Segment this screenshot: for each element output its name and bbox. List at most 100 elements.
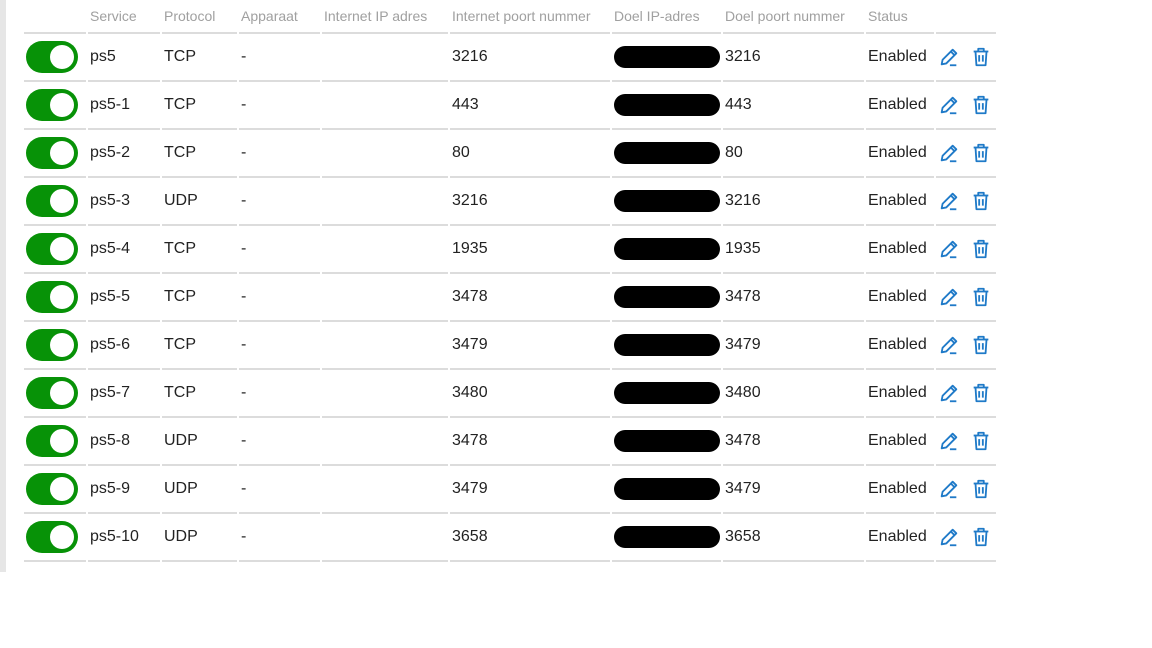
apparaat-cell: - — [239, 418, 320, 466]
toggle-knob — [50, 45, 74, 69]
edit-pencil-icon[interactable] — [938, 334, 960, 356]
table-row: ps5-5 TCP - 3478 3478 Enabled — [24, 274, 996, 322]
internet-port-cell: 3658 — [450, 514, 610, 562]
enable-toggle[interactable] — [26, 473, 78, 505]
delete-trash-icon[interactable] — [970, 430, 992, 452]
target-port-cell: 3658 — [723, 514, 864, 562]
protocol-cell: UDP — [162, 514, 237, 562]
redacted-target-ip — [614, 382, 720, 404]
internet-ip-cell — [322, 130, 448, 178]
target-port-cell: 3480 — [723, 370, 864, 418]
target-port-cell: 1935 — [723, 226, 864, 274]
target-port-cell: 3479 — [723, 466, 864, 514]
table-row: ps5-2 TCP - 80 80 Enabled — [24, 130, 996, 178]
target-port-cell: 3216 — [723, 178, 864, 226]
enable-toggle[interactable] — [26, 233, 78, 265]
delete-trash-icon[interactable] — [970, 190, 992, 212]
toggle-knob — [50, 333, 74, 357]
protocol-cell: TCP — [162, 82, 237, 130]
apparaat-cell: - — [239, 130, 320, 178]
header-toggle — [24, 0, 86, 34]
status-cell: Enabled — [866, 226, 934, 274]
apparaat-cell: - — [239, 274, 320, 322]
protocol-cell: TCP — [162, 34, 237, 82]
delete-trash-icon[interactable] — [970, 334, 992, 356]
internet-port-cell: 80 — [450, 130, 610, 178]
service-cell: ps5-8 — [88, 418, 160, 466]
delete-trash-icon[interactable] — [970, 526, 992, 548]
internet-ip-cell — [322, 418, 448, 466]
enable-toggle[interactable] — [26, 41, 78, 73]
delete-trash-icon[interactable] — [970, 142, 992, 164]
table-row: ps5-3 UDP - 3216 3216 Enabled — [24, 178, 996, 226]
edit-pencil-icon[interactable] — [938, 430, 960, 452]
delete-trash-icon[interactable] — [970, 238, 992, 260]
redacted-target-ip — [614, 238, 720, 260]
toggle-knob — [50, 237, 74, 261]
enable-toggle[interactable] — [26, 281, 78, 313]
internet-ip-cell — [322, 322, 448, 370]
delete-trash-icon[interactable] — [970, 286, 992, 308]
header-internet-ip: Internet IP adres — [322, 0, 448, 34]
enable-toggle[interactable] — [26, 137, 78, 169]
header-internet-port: Internet poort nummer — [450, 0, 610, 34]
redacted-target-ip — [614, 46, 720, 68]
internet-port-cell: 1935 — [450, 226, 610, 274]
service-cell: ps5-3 — [88, 178, 160, 226]
status-cell: Enabled — [866, 418, 934, 466]
redacted-target-ip — [614, 430, 720, 452]
edit-pencil-icon[interactable] — [938, 142, 960, 164]
protocol-cell: UDP — [162, 466, 237, 514]
toggle-knob — [50, 525, 74, 549]
apparaat-cell: - — [239, 226, 320, 274]
service-cell: ps5-1 — [88, 82, 160, 130]
edit-pencil-icon[interactable] — [938, 526, 960, 548]
delete-trash-icon[interactable] — [970, 478, 992, 500]
table-row: ps5-1 TCP - 443 443 Enabled — [24, 82, 996, 130]
apparaat-cell: - — [239, 466, 320, 514]
protocol-cell: TCP — [162, 226, 237, 274]
protocol-cell: UDP — [162, 418, 237, 466]
header-apparaat: Apparaat — [239, 0, 320, 34]
apparaat-cell: - — [239, 82, 320, 130]
internet-port-cell: 3480 — [450, 370, 610, 418]
enable-toggle[interactable] — [26, 185, 78, 217]
header-target-ip: Doel IP-adres — [612, 0, 721, 34]
toggle-knob — [50, 189, 74, 213]
edit-pencil-icon[interactable] — [938, 46, 960, 68]
protocol-cell: UDP — [162, 178, 237, 226]
delete-trash-icon[interactable] — [970, 46, 992, 68]
edit-pencil-icon[interactable] — [938, 94, 960, 116]
redacted-target-ip — [614, 286, 720, 308]
header-target-port: Doel poort nummer — [723, 0, 864, 34]
edit-pencil-icon[interactable] — [938, 238, 960, 260]
enable-toggle[interactable] — [26, 377, 78, 409]
table-row: ps5-8 UDP - 3478 3478 Enabled — [24, 418, 996, 466]
redacted-target-ip — [614, 94, 720, 116]
status-cell: Enabled — [866, 34, 934, 82]
table-row: ps5-10 UDP - 3658 3658 Enabled — [24, 514, 996, 562]
table-header: Service Protocol Apparaat Internet IP ad… — [24, 0, 996, 34]
enable-toggle[interactable] — [26, 521, 78, 553]
edit-pencil-icon[interactable] — [938, 286, 960, 308]
enable-toggle[interactable] — [26, 425, 78, 457]
target-port-cell: 80 — [723, 130, 864, 178]
service-cell: ps5-6 — [88, 322, 160, 370]
edit-pencil-icon[interactable] — [938, 190, 960, 212]
enable-toggle[interactable] — [26, 89, 78, 121]
edit-pencil-icon[interactable] — [938, 382, 960, 404]
status-cell: Enabled — [866, 130, 934, 178]
table-row: ps5-4 TCP - 1935 1935 Enabled — [24, 226, 996, 274]
toggle-knob — [50, 141, 74, 165]
target-port-cell: 3478 — [723, 418, 864, 466]
delete-trash-icon[interactable] — [970, 382, 992, 404]
delete-trash-icon[interactable] — [970, 94, 992, 116]
service-cell: ps5-5 — [88, 274, 160, 322]
header-protocol: Protocol — [162, 0, 237, 34]
service-cell: ps5-10 — [88, 514, 160, 562]
edit-pencil-icon[interactable] — [938, 478, 960, 500]
header-status: Status — [866, 0, 934, 34]
internet-ip-cell — [322, 34, 448, 82]
enable-toggle[interactable] — [26, 329, 78, 361]
protocol-cell: TCP — [162, 274, 237, 322]
